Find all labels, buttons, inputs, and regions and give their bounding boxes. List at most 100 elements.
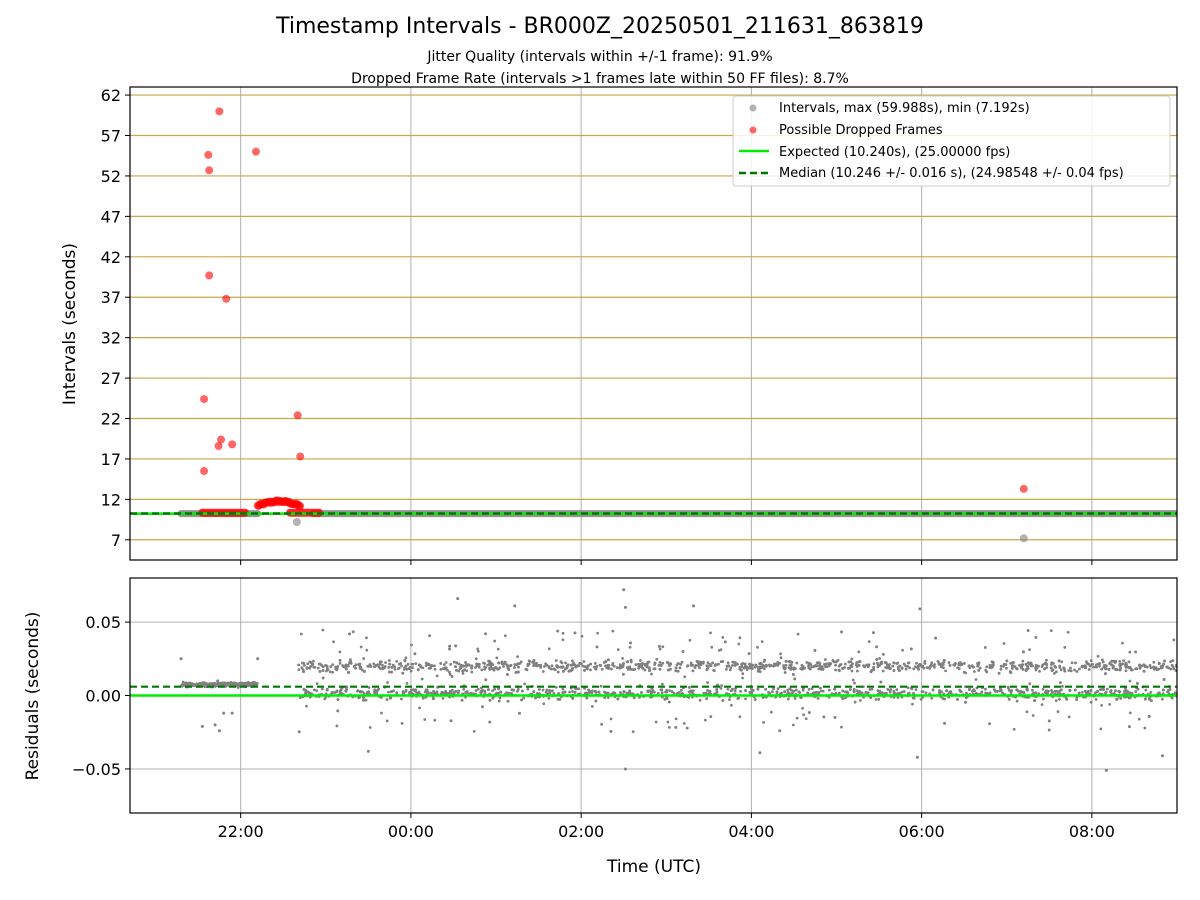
residual-point — [1002, 642, 1006, 645]
residual-point — [1118, 690, 1122, 694]
residual-point — [1087, 668, 1091, 671]
residual-point — [547, 696, 551, 700]
residual-point — [991, 663, 995, 666]
residual-point — [1130, 668, 1133, 672]
residual-point — [321, 665, 325, 669]
residual-point — [962, 661, 966, 665]
residual-point — [386, 681, 389, 684]
residual-point — [904, 664, 908, 668]
residual-point — [818, 686, 822, 690]
residual-point — [776, 663, 780, 667]
residual-point — [457, 662, 461, 666]
residual-point — [363, 670, 366, 673]
residual-point — [403, 658, 407, 662]
residual-point — [711, 661, 715, 665]
legend: Intervals, max (59.988s), min (7.192s) P… — [732, 95, 1171, 187]
residual-point — [378, 662, 382, 666]
residual-point — [663, 697, 667, 701]
residual-point — [1107, 667, 1111, 671]
residual-point — [1015, 667, 1019, 671]
residual-point — [252, 682, 256, 686]
residual-point — [643, 668, 647, 672]
residual-point — [762, 660, 766, 663]
residual-point — [783, 667, 787, 671]
residual-point — [709, 715, 713, 718]
residual-point — [1142, 669, 1146, 673]
x-tick-label: 02:00 — [558, 822, 604, 841]
residual-point — [456, 691, 460, 695]
residual-point — [1100, 667, 1104, 671]
residual-point — [297, 730, 301, 734]
residual-point — [243, 681, 247, 685]
residual-point — [524, 667, 528, 671]
residual-point — [1148, 697, 1151, 701]
residual-point — [878, 664, 882, 667]
residual-point — [1051, 661, 1055, 665]
residual-point — [1171, 659, 1175, 663]
residual-point — [985, 665, 989, 669]
residual-point — [349, 660, 353, 664]
residual-point — [728, 668, 732, 672]
residual-point — [795, 716, 799, 720]
residual-point — [204, 682, 207, 686]
residual-point — [744, 689, 747, 692]
residual-point — [503, 634, 507, 638]
residual-point — [497, 699, 501, 703]
residual-point — [784, 659, 788, 663]
residual-point — [792, 689, 796, 693]
residual-point — [410, 688, 413, 692]
residual-point — [1045, 666, 1049, 669]
residual-point — [850, 665, 854, 669]
residual-point — [354, 663, 358, 666]
residual-point — [833, 715, 837, 719]
residual-point — [822, 715, 826, 719]
residual-point — [1130, 692, 1134, 695]
residual-point — [1143, 697, 1147, 701]
residual-point — [674, 725, 678, 729]
residual-point — [376, 663, 379, 667]
residual-point — [483, 662, 487, 665]
residual-point — [1152, 660, 1156, 664]
residual-point — [606, 666, 610, 670]
residual-point — [412, 688, 415, 691]
residual-point — [857, 663, 861, 667]
intervals-y-tick-label: 62 — [101, 86, 121, 105]
residual-point — [1020, 663, 1024, 667]
residual-point — [813, 648, 817, 652]
residual-outlier-point — [623, 767, 627, 771]
residual-point — [885, 663, 889, 667]
residual-point — [976, 664, 980, 668]
residual-point — [440, 690, 444, 694]
residual-point — [571, 667, 574, 670]
residual-point — [653, 661, 657, 665]
residual-point — [542, 665, 546, 668]
residual-point — [1063, 645, 1067, 649]
residual-point — [550, 667, 553, 671]
residual-point — [325, 688, 329, 692]
residual-point — [943, 721, 946, 725]
residual-point — [1010, 664, 1014, 668]
residual-point — [493, 666, 497, 670]
residual-point — [817, 690, 821, 694]
residual-point — [516, 670, 520, 674]
residual-point — [819, 667, 823, 671]
residual-point — [872, 666, 875, 669]
residual-outlier-point — [200, 724, 204, 728]
residual-point — [1161, 664, 1165, 668]
residual-point — [730, 663, 734, 667]
residual-point — [439, 662, 443, 665]
residual-point — [801, 665, 805, 668]
residual-point — [704, 691, 708, 695]
residual-point — [409, 669, 413, 673]
residual-point — [689, 661, 693, 665]
residual-point — [745, 668, 749, 671]
residual-point — [577, 687, 580, 691]
legend-intervals-marker — [749, 104, 757, 112]
residual-point — [409, 691, 413, 695]
residual-point — [1068, 688, 1072, 692]
residual-point — [1059, 668, 1063, 672]
residual-point — [492, 668, 496, 672]
residual-point — [877, 697, 881, 701]
residual-point — [956, 697, 959, 701]
residual-point — [874, 698, 878, 701]
